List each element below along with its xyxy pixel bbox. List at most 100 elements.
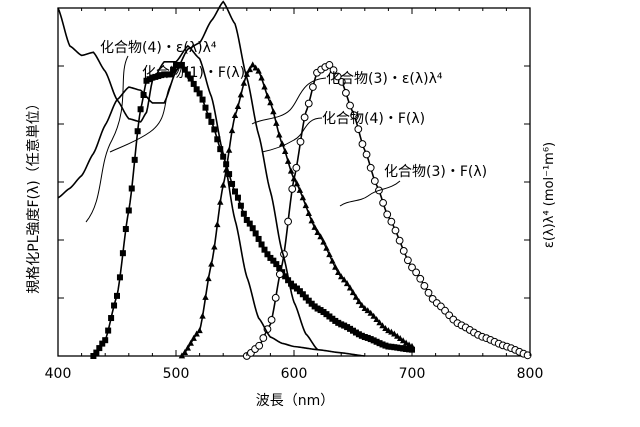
series-point-triangle xyxy=(361,304,368,311)
series-point-triangle xyxy=(237,91,245,98)
series-point-triangle xyxy=(335,269,342,276)
series-point-square xyxy=(302,294,309,301)
series-point-triangle xyxy=(343,280,351,287)
series-point-circle xyxy=(329,66,338,75)
series-point-triangle xyxy=(317,233,324,240)
series-point-square xyxy=(249,225,256,232)
series-point-square xyxy=(205,112,212,119)
series-point-triangle xyxy=(391,330,398,337)
series-point-square xyxy=(211,126,218,133)
x-tick-label: 500 xyxy=(163,366,190,382)
callout-label-compound3-f: 化合物(3)・F(λ) xyxy=(384,164,487,180)
series-point-triangle xyxy=(234,103,242,110)
x-tick-label: 600 xyxy=(281,366,308,382)
series-point-triangle xyxy=(296,186,304,193)
series-point-triangle xyxy=(338,273,345,280)
callout-leader-2 xyxy=(251,77,327,125)
callout-layer xyxy=(85,55,401,223)
series-point-circle xyxy=(255,341,264,350)
series-point-triangle xyxy=(329,257,336,264)
series-point-square xyxy=(102,337,109,344)
series-point-square xyxy=(243,216,250,223)
series-point-circle xyxy=(362,150,371,159)
series-point-square xyxy=(181,66,188,73)
series-point-triangle xyxy=(367,309,374,316)
y-axis-label-left: 規格化PL強度F(λ)（任意単位） xyxy=(25,96,42,294)
series-point-triangle xyxy=(293,180,301,187)
callout-label-compound4-f: 化合物(4)・F(λ) xyxy=(322,111,425,127)
series-point-square xyxy=(276,265,283,272)
series-point-circle xyxy=(296,137,305,146)
series-point-triangle xyxy=(228,127,236,134)
series-point-triangle xyxy=(217,198,224,205)
series-point-triangle xyxy=(302,202,309,209)
series-point-triangle xyxy=(326,251,333,258)
series-point-square xyxy=(167,71,174,78)
callout-leader-3 xyxy=(261,117,323,153)
series-point-circle xyxy=(403,256,412,265)
series-point-circle xyxy=(408,263,416,272)
x-tick-label: 400 xyxy=(45,366,72,382)
series-point-triangle xyxy=(355,298,363,305)
series-point-square xyxy=(258,241,265,248)
series-point-square xyxy=(137,106,144,113)
series-point-triangle xyxy=(314,229,321,236)
series-point-circle xyxy=(333,72,342,81)
series-point-triangle xyxy=(202,293,209,300)
series-point-square xyxy=(202,104,209,111)
series-point-square xyxy=(299,291,306,298)
series-point-triangle xyxy=(270,108,277,115)
series-point-triangle xyxy=(287,167,295,174)
series-point-triangle xyxy=(311,223,318,230)
series-point-triangle xyxy=(243,70,250,77)
series-point-square xyxy=(108,315,115,322)
series-point-triangle xyxy=(187,339,194,346)
series-point-square xyxy=(93,349,100,356)
series-point-circle xyxy=(523,351,532,360)
series-point-square xyxy=(119,250,126,257)
series-point-triangle xyxy=(208,260,215,267)
series-point-circle xyxy=(412,268,421,277)
series-point-triangle xyxy=(373,316,380,323)
series-line-3 xyxy=(57,0,319,351)
series-point-triangle xyxy=(358,301,366,308)
series-point-square xyxy=(409,346,415,353)
callout-label-compound4-epsilon: 化合物(4)・ε(λ)λ⁴ xyxy=(100,40,217,56)
series-point-circle xyxy=(337,77,346,86)
series-point-triangle xyxy=(258,74,265,81)
series-point-square xyxy=(131,156,138,163)
series-point-circle xyxy=(350,111,359,120)
series-point-circle xyxy=(308,83,317,91)
series-point-triangle xyxy=(225,146,233,153)
series-point-square xyxy=(187,75,194,82)
series-point-triangle xyxy=(214,221,221,228)
series-point-square xyxy=(240,210,247,217)
series-point-triangle xyxy=(346,284,354,291)
series-point-square xyxy=(114,292,120,299)
series-markers-2 xyxy=(242,61,532,360)
series-point-square xyxy=(255,235,262,242)
series-point-circle xyxy=(387,217,396,226)
series-point-square xyxy=(184,71,191,78)
series-point-triangle xyxy=(264,92,271,99)
series-point-square xyxy=(128,185,135,192)
series-point-square xyxy=(178,61,185,68)
series-point-triangle xyxy=(281,147,289,154)
series-point-triangle xyxy=(205,275,212,282)
series-point-square xyxy=(196,90,203,97)
series-point-circle xyxy=(288,185,297,193)
series-point-circle xyxy=(267,315,276,324)
series-point-square xyxy=(226,171,233,178)
series-point-circle xyxy=(300,113,309,122)
series-point-triangle xyxy=(376,319,383,326)
series-point-triangle xyxy=(246,66,253,73)
series-point-triangle xyxy=(349,289,357,296)
x-tick-label: 700 xyxy=(399,366,426,382)
series-point-square xyxy=(199,96,206,103)
series-point-triangle xyxy=(252,64,259,71)
series-point-triangle xyxy=(379,322,386,329)
series-point-circle xyxy=(292,163,301,172)
series-point-circle xyxy=(325,61,334,69)
series-point-square xyxy=(246,220,253,227)
